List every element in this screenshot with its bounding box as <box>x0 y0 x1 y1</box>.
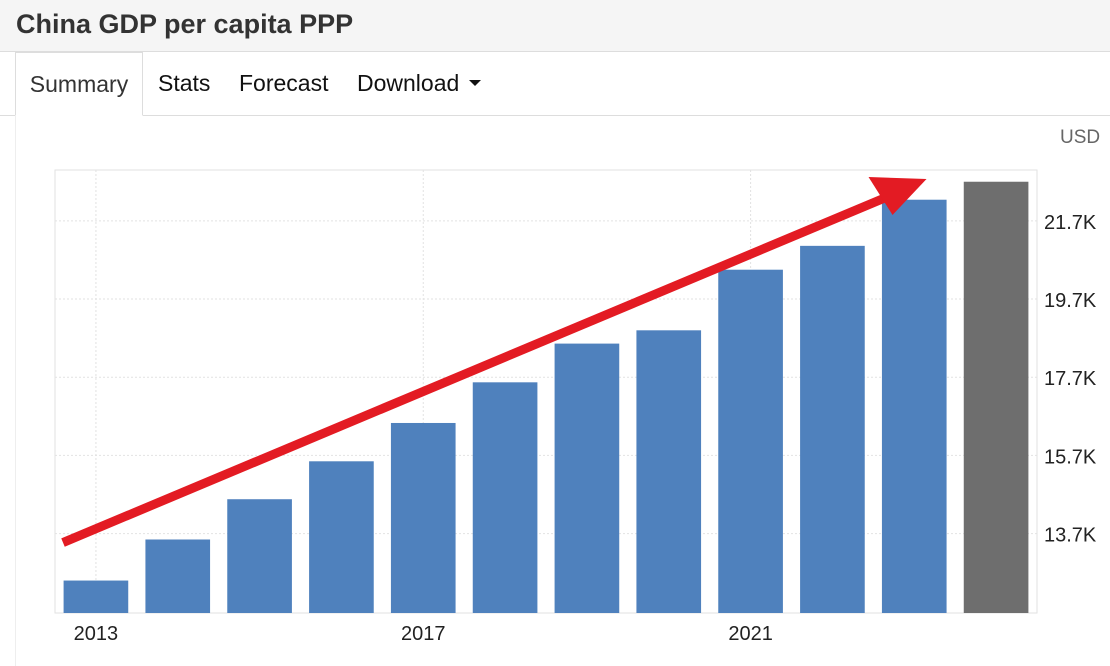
tab-forecast-label: Forecast <box>239 70 329 96</box>
tab-download-label: Download <box>357 70 460 96</box>
tab-summary[interactable]: Summary <box>15 52 143 116</box>
y-tick-label: 21.7K <box>1044 212 1097 234</box>
bar-2013 <box>63 580 129 613</box>
bar-2018 <box>472 382 538 613</box>
bar-2019 <box>554 343 620 613</box>
y-tick-label: 19.7K <box>1044 290 1097 312</box>
x-tick-label: 2017 <box>401 623 446 645</box>
bar-2024 <box>963 181 1029 613</box>
bar-2014 <box>145 539 211 613</box>
chevron-down-icon <box>469 80 482 87</box>
trend-arrow-head <box>868 177 927 215</box>
y-tick-label: 13.7K <box>1044 525 1097 547</box>
tab-bar: Summary Stats Forecast Download <box>0 52 1110 116</box>
bar-2015 <box>227 499 292 613</box>
x-tick-label: 2013 <box>74 623 119 645</box>
tab-stats-label: Stats <box>158 70 211 96</box>
content-divider <box>15 116 16 666</box>
trend-arrow-shaft <box>61 188 899 547</box>
bar-layer <box>63 181 1029 613</box>
gdp-bar-chart: 13.7K 15.7K 17.7K 19.7K 21.7K 2013 2017 2021 <box>54 169 1097 645</box>
tab-download[interactable]: Download <box>357 52 482 116</box>
bar-2023 <box>881 199 947 613</box>
tab-stats[interactable]: Stats <box>158 52 210 116</box>
y-tick-label: 17.7K <box>1044 368 1097 390</box>
bar-2016 <box>309 461 374 613</box>
bar-2017 <box>390 422 456 613</box>
bar-2021 <box>718 269 783 613</box>
page-header: China GDP per capita PPP <box>0 0 1110 52</box>
tab-forecast[interactable]: Forecast <box>239 52 328 116</box>
bar-2022 <box>800 245 865 613</box>
plot-frame <box>54 169 1038 614</box>
unit-label: USD <box>1060 127 1101 148</box>
x-tick-label: 2021 <box>728 623 773 645</box>
page-title: China GDP per capita PPP <box>16 9 354 39</box>
tab-summary-label: Summary <box>29 71 129 97</box>
axis-layer: 13.7K 15.7K 17.7K 19.7K 21.7K 2013 2017 2021 <box>74 212 1097 645</box>
bar-2020 <box>636 330 702 613</box>
trend-arrow <box>61 177 927 547</box>
y-tick-label: 15.7K <box>1044 446 1097 468</box>
